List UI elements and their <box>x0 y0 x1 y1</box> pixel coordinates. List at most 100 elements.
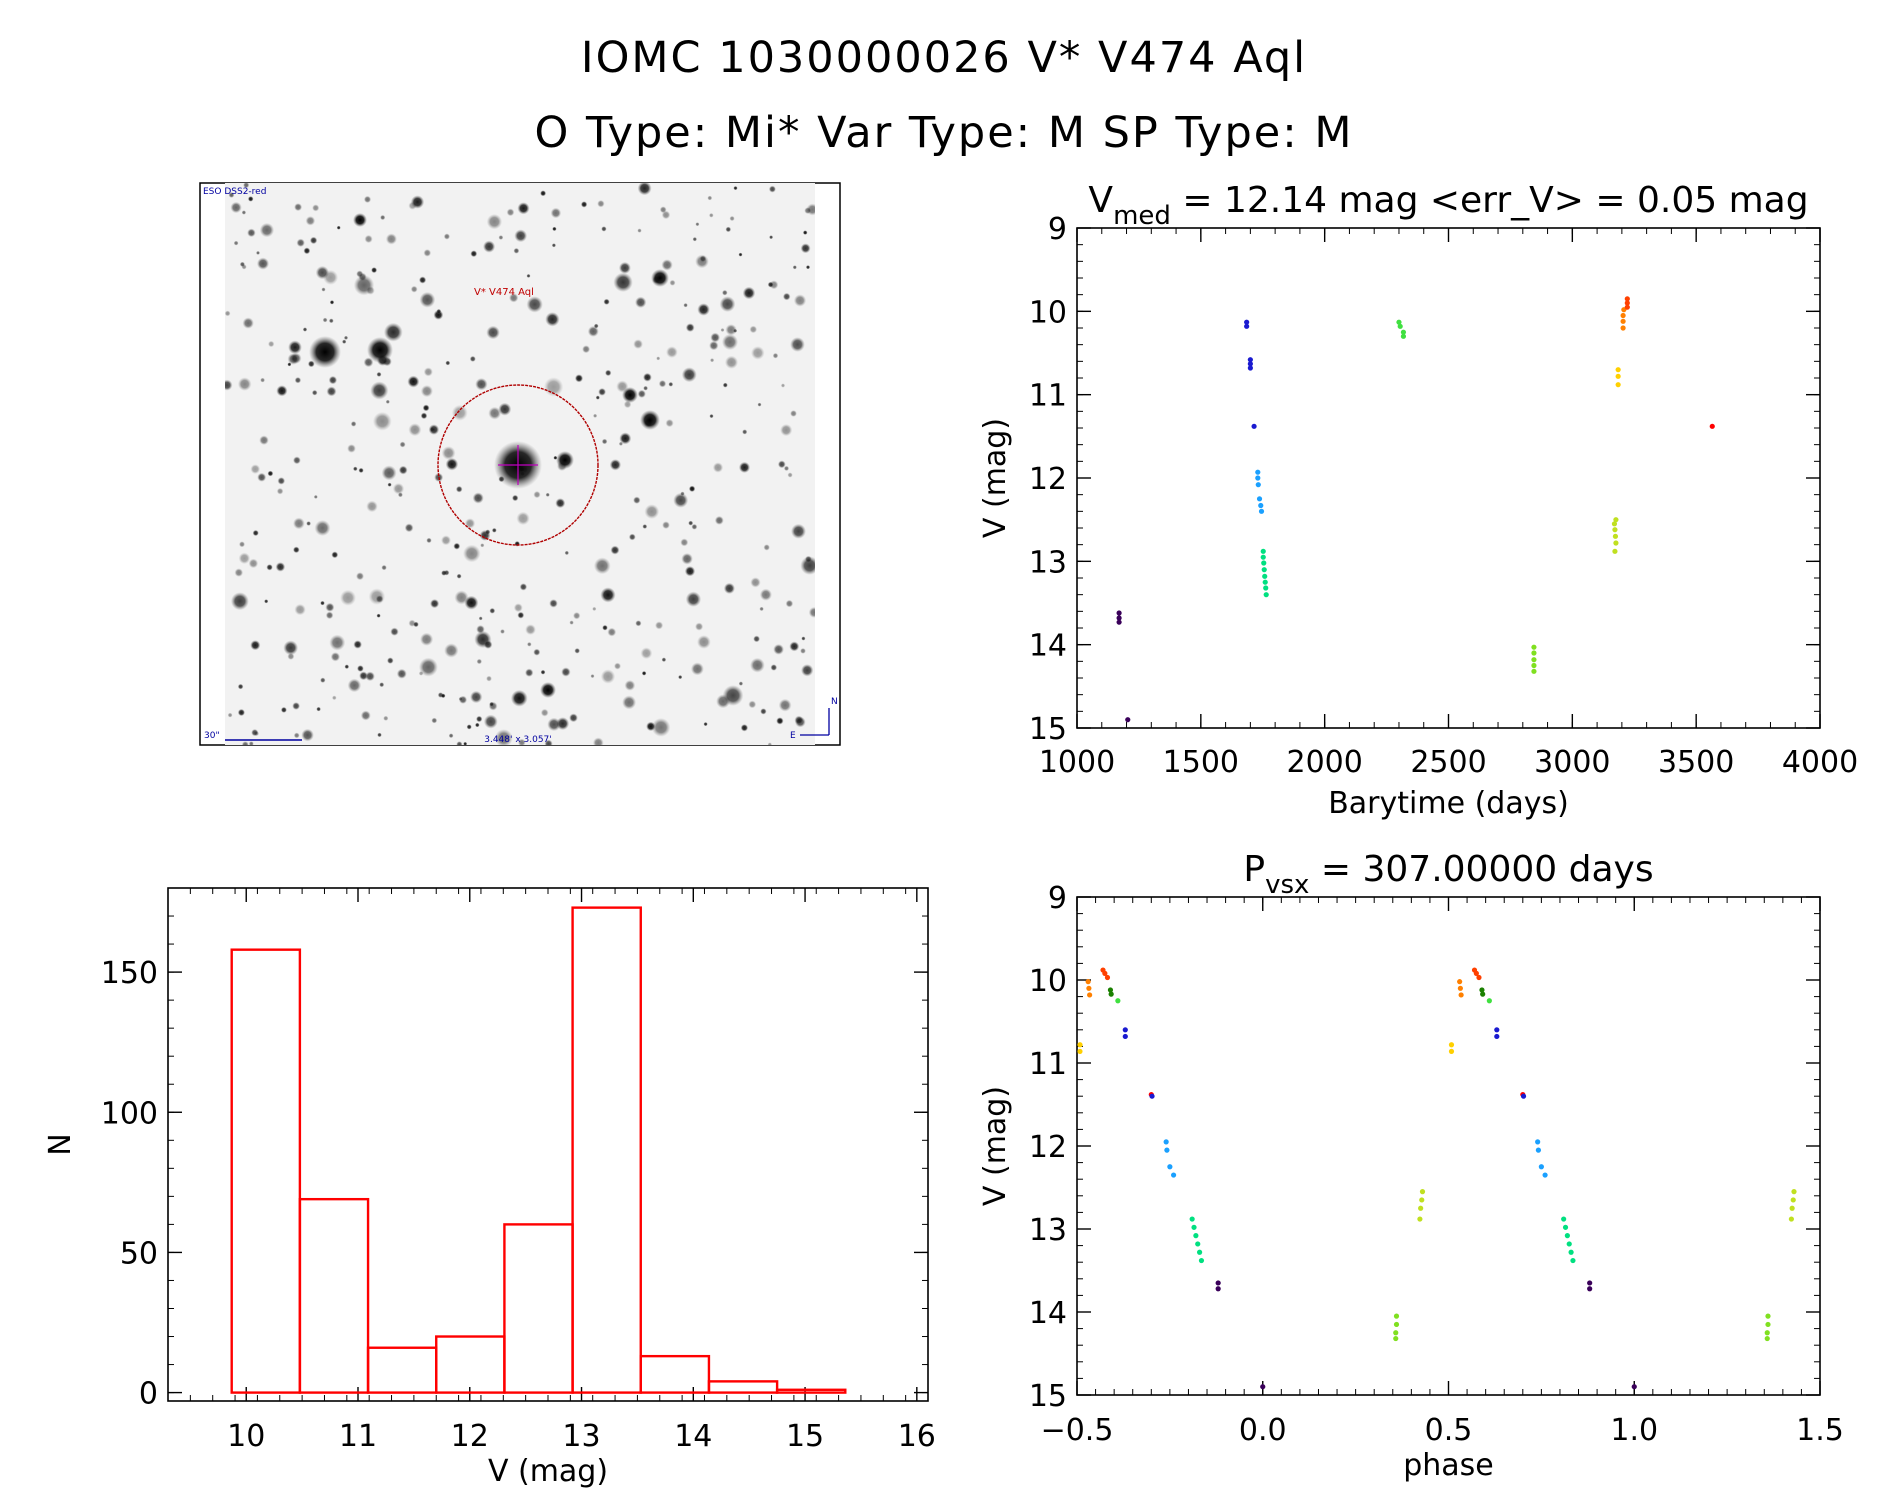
star <box>785 599 794 608</box>
star <box>688 520 694 526</box>
star <box>545 312 560 327</box>
star <box>336 225 341 230</box>
star <box>549 599 558 608</box>
data-point <box>1531 668 1537 674</box>
data-point <box>1189 1216 1195 1222</box>
data-point <box>1256 496 1263 502</box>
star <box>569 620 574 625</box>
star <box>237 377 252 391</box>
data-point <box>1624 296 1630 302</box>
data-point <box>1615 382 1621 388</box>
bright-star <box>622 387 638 403</box>
star <box>266 564 273 571</box>
data-point <box>1631 1384 1637 1390</box>
data-point <box>1419 1197 1425 1203</box>
star <box>381 564 387 571</box>
star <box>237 708 245 717</box>
star <box>662 521 670 529</box>
star <box>366 286 375 295</box>
star <box>251 729 259 737</box>
star <box>423 249 432 257</box>
star <box>609 459 622 471</box>
star <box>268 340 275 348</box>
star <box>750 577 761 588</box>
star <box>651 718 671 737</box>
scale-label: 30" <box>204 731 220 741</box>
data-point <box>1562 1224 1569 1230</box>
star <box>614 662 621 670</box>
star <box>376 371 382 377</box>
star <box>420 412 428 420</box>
star <box>314 520 331 536</box>
star <box>544 739 553 745</box>
star <box>381 465 397 481</box>
star <box>420 632 434 646</box>
star <box>709 340 719 351</box>
star <box>710 358 715 363</box>
star <box>227 712 233 718</box>
star <box>322 317 328 323</box>
star <box>370 381 389 400</box>
data-point <box>1195 1241 1201 1247</box>
data-point <box>1125 717 1131 723</box>
star <box>643 385 648 391</box>
star <box>443 233 450 240</box>
data-point <box>1473 970 1479 976</box>
star <box>296 238 305 247</box>
star <box>464 518 476 529</box>
y-axis-label: V (mag) <box>978 418 1013 538</box>
data-point <box>1765 1321 1771 1328</box>
star <box>673 492 689 508</box>
star <box>329 634 346 651</box>
star <box>237 683 244 690</box>
star <box>469 355 476 362</box>
star <box>668 381 674 387</box>
star <box>292 702 300 710</box>
data-point <box>1566 1241 1572 1247</box>
star <box>239 541 245 548</box>
data-point <box>1494 1027 1500 1033</box>
star <box>440 693 446 699</box>
star <box>748 700 757 709</box>
star <box>404 523 414 533</box>
data-point <box>1535 1139 1541 1145</box>
star <box>592 606 597 612</box>
x-tick-label: 15 <box>786 1419 824 1454</box>
phased-chart: −0.5 0.0 0.5 1.0 1.5 9 10 11 12 13 14 15 phase V (mag… <box>978 849 1844 1483</box>
star <box>441 570 447 576</box>
data-point <box>1261 560 1267 566</box>
data-point <box>1393 1321 1400 1328</box>
histogram-bar <box>571 906 642 1394</box>
star <box>545 492 550 497</box>
star <box>247 228 256 238</box>
star <box>276 385 288 397</box>
histogram-bar <box>366 1346 438 1394</box>
star <box>769 235 774 240</box>
star <box>624 680 636 691</box>
data-point <box>1458 992 1464 998</box>
data-point <box>1258 508 1265 514</box>
star <box>793 294 807 307</box>
star <box>325 602 335 612</box>
star <box>703 722 708 727</box>
data-point <box>1116 619 1122 625</box>
star <box>780 424 793 437</box>
star <box>757 402 762 407</box>
histogram-bar <box>639 1354 711 1394</box>
lightcurve-chart: 1000 1500 2000 2500 3000 3500 4000 9 10 11 12 13 14 1… <box>978 180 1858 821</box>
star <box>390 627 399 636</box>
data-point <box>1261 567 1267 573</box>
star <box>328 318 334 324</box>
star <box>540 669 546 675</box>
x-tick-label: 1500 <box>1163 745 1239 780</box>
bright-star <box>367 337 393 363</box>
data-point <box>1397 323 1403 329</box>
star <box>498 235 504 240</box>
star <box>463 544 481 563</box>
star <box>790 337 805 352</box>
star <box>399 441 406 448</box>
star <box>738 461 751 473</box>
star <box>738 252 743 257</box>
data-point <box>1262 579 1268 585</box>
data-point <box>1790 1197 1796 1203</box>
